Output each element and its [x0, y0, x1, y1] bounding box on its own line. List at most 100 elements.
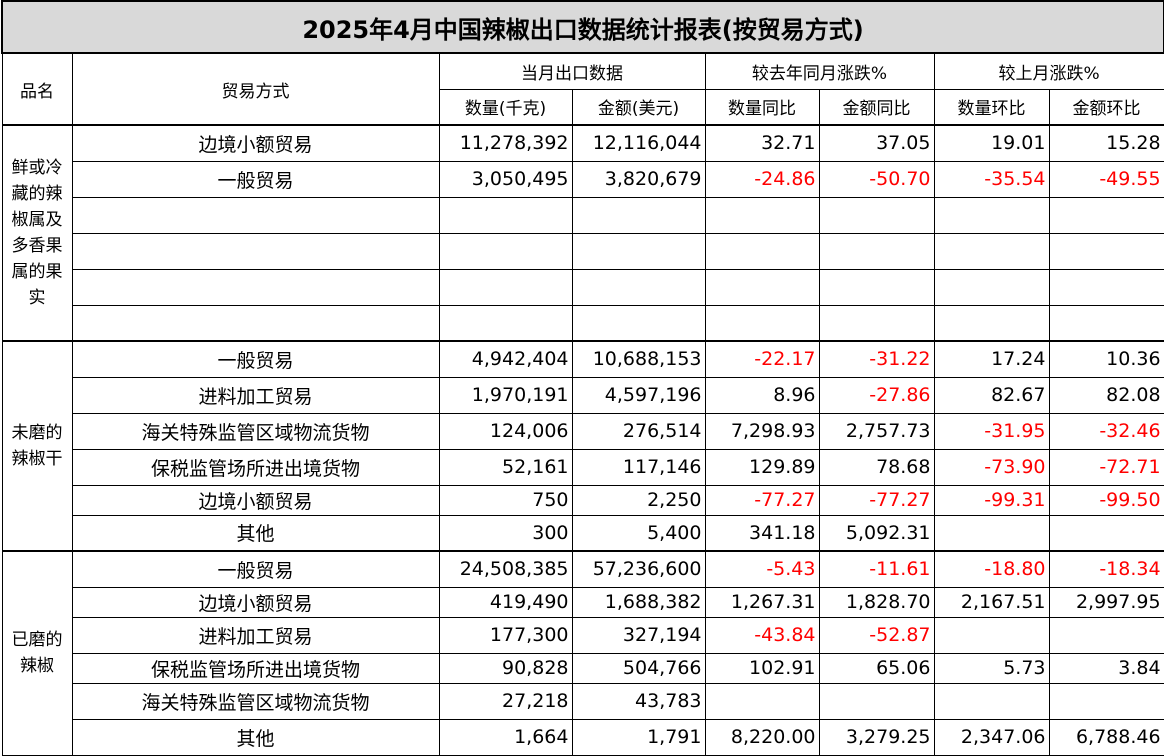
qty-yoy-cell: -5.43: [704, 550, 820, 588]
table-row: 鲜或冷藏的辣椒属及多香果属的果实 边境小额贸易 11,278,392 12,116,0…: [1, 124, 1164, 342]
trade-mode-cell: [71, 268, 440, 306]
amt-cell: [571, 304, 706, 342]
qty-cell: [438, 232, 573, 270]
trade-mode-cell: [71, 196, 440, 234]
qty-yoy-cell: 8,220.00: [704, 718, 820, 756]
qty-mom-cell: [933, 616, 1050, 654]
qty-yoy-cell: 129.89: [704, 448, 820, 486]
amt-yoy-cell: 65.06: [818, 652, 935, 684]
amt-cell: 4,597,196: [571, 376, 706, 414]
table-row: 海关特殊监管区域物流货物 124,006 276,514 7,298.93 2,757.…: [2, 412, 1164, 450]
amt-mom-cell: -32.46: [1048, 412, 1164, 450]
qty-mom-cell: -35.54: [933, 160, 1050, 198]
amt-mom-cell: -18.34: [1048, 550, 1164, 588]
amt-mom-cell: -49.55: [1048, 160, 1164, 198]
trade-mode-cell: 海关特殊监管区域物流货物: [71, 682, 440, 720]
qty-mom-cell: [933, 232, 1050, 270]
table-row: [2, 232, 1164, 270]
title-row: 2025年4月中国辣椒出口数据统计报表(按贸易方式): [0, 0, 1164, 54]
qty-mom-cell: -31.95: [933, 412, 1050, 450]
amt-cell: [571, 232, 706, 270]
amt-yoy-cell: 78.68: [818, 448, 935, 486]
qty-yoy-cell: -22.17: [704, 340, 820, 378]
table-row: [2, 304, 1164, 342]
header-qty-yoy: 数量同比: [704, 88, 820, 126]
amt-mom-cell: [1048, 304, 1164, 342]
trade-mode-cell: [71, 304, 440, 342]
qty-cell: [438, 196, 573, 234]
qty-cell: 750: [438, 484, 573, 516]
trade-mode-cell: 边境小额贸易: [71, 586, 440, 618]
qty-yoy-cell: [704, 682, 820, 720]
amt-yoy-cell: [818, 268, 935, 306]
trade-mode-cell: 保税监管场所进出境货物: [71, 652, 440, 684]
amt-yoy-cell: [818, 304, 935, 342]
amt-mom-cell: [1048, 268, 1164, 306]
header-row-2: 数量(千克) 金额(美元) 数量同比 金额同比 数量环比 金额环比: [2, 88, 1164, 126]
qty-cell: 177,300: [438, 616, 573, 654]
trade-mode-cell: 进料加工贸易: [71, 616, 440, 654]
amt-yoy-cell: -52.87: [818, 616, 935, 654]
header-qty-mom: 数量环比: [933, 88, 1050, 126]
amt-cell: 504,766: [571, 652, 706, 684]
qty-mom-cell: -18.80: [933, 550, 1050, 588]
qty-cell: 4,942,404: [438, 340, 573, 378]
amt-yoy-cell: -27.86: [818, 376, 935, 414]
amt-cell: 1,688,382: [571, 586, 706, 618]
qty-mom-cell: [933, 268, 1050, 306]
amt-yoy-cell: 5,092.31: [818, 514, 935, 552]
qty-cell: 419,490: [438, 586, 573, 618]
qty-yoy-cell: 1,267.31: [704, 586, 820, 618]
table-row: 边境小额贸易 750 2,250 -77.27 -77.27 -99.31 -99.50: [2, 484, 1164, 516]
amt-cell: 10,688,153: [571, 340, 706, 378]
amt-yoy-cell: -31.22: [818, 340, 935, 378]
header-qty: 数量(千克): [438, 88, 573, 126]
amt-mom-cell: [1048, 682, 1164, 720]
table-row: [2, 268, 1164, 306]
qty-cell: [438, 304, 573, 342]
amt-cell: 117,146: [571, 448, 706, 486]
trade-mode-cell: 一般贸易: [71, 340, 440, 378]
amt-cell: 276,514: [571, 412, 706, 450]
amt-mom-cell: [1048, 196, 1164, 234]
amt-mom-cell: 82.08: [1048, 376, 1164, 414]
qty-mom-cell: -99.31: [933, 484, 1050, 516]
amt-yoy-cell: 37.05: [818, 124, 935, 162]
header-trade-mode: 贸易方式: [71, 52, 440, 126]
amt-cell: 2,250: [571, 484, 706, 516]
amt-yoy-cell: [818, 682, 935, 720]
trade-mode-cell: 进料加工贸易: [71, 376, 440, 414]
qty-mom-cell: [933, 514, 1050, 552]
qty-yoy-cell: 341.18: [704, 514, 820, 552]
qty-cell: 24,508,385: [438, 550, 573, 588]
amt-mom-cell: [1048, 514, 1164, 552]
qty-yoy-cell: 102.91: [704, 652, 820, 684]
header-mom: 较上月涨跌%: [933, 52, 1164, 90]
amt-cell: 3,820,679: [571, 160, 706, 198]
trade-mode-cell: [71, 232, 440, 270]
amt-yoy-cell: 2,757.73: [818, 412, 935, 450]
qty-yoy-cell: -24.86: [704, 160, 820, 198]
qty-mom-cell: [933, 682, 1050, 720]
amt-mom-cell: -72.71: [1048, 448, 1164, 486]
amt-cell: 327,194: [571, 616, 706, 654]
report-title: 2025年4月中国辣椒出口数据统计报表(按贸易方式): [0, 0, 1164, 54]
qty-yoy-cell: -43.84: [704, 616, 820, 654]
table-row: 保税监管场所进出境货物 52,161 117,146 129.89 78.68 -73.9…: [2, 448, 1164, 486]
trade-mode-cell: 保税监管场所进出境货物: [71, 448, 440, 486]
product-name-cell: 鲜或冷藏的辣椒属及多香果属的果实: [1, 124, 73, 342]
amt-mom-cell: -99.50: [1048, 484, 1164, 516]
table-row: 进料加工贸易 1,970,191 4,597,196 8.96 -27.86 82.67 8…: [2, 376, 1164, 414]
header-amt: 金额(美元): [571, 88, 706, 126]
amt-yoy-cell: [818, 232, 935, 270]
qty-cell: 90,828: [438, 652, 573, 684]
amt-yoy-cell: -11.61: [818, 550, 935, 588]
qty-yoy-cell: [704, 232, 820, 270]
qty-mom-cell: [933, 304, 1050, 342]
qty-cell: 1,664: [438, 718, 573, 756]
header-amt-mom: 金额环比: [1048, 88, 1164, 126]
amt-mom-cell: [1048, 232, 1164, 270]
table-row: 其他 1,664 1,791 8,220.00 3,279.25 2,347.06 6,78…: [2, 718, 1164, 756]
qty-mom-cell: 19.01: [933, 124, 1050, 162]
amt-cell: [571, 196, 706, 234]
